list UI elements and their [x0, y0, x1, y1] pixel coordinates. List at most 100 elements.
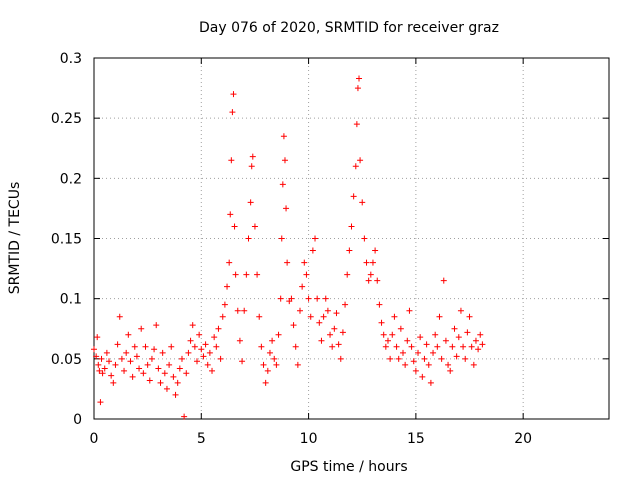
- data-point: [387, 355, 394, 362]
- data-point: [457, 307, 464, 314]
- data-point: [121, 367, 128, 374]
- data-point: [170, 373, 177, 380]
- data-point: [206, 349, 213, 356]
- data-point: [283, 205, 290, 212]
- data-point: [133, 353, 140, 360]
- data-point: [91, 346, 97, 353]
- data-point: [194, 358, 200, 365]
- data-point: [101, 365, 108, 372]
- data-point: [151, 346, 158, 353]
- data-point: [279, 181, 286, 188]
- data-point: [415, 349, 422, 356]
- data-point: [314, 295, 321, 302]
- data-point: [99, 370, 106, 377]
- data-point: [359, 199, 366, 206]
- data-point: [479, 341, 486, 348]
- data-point: [174, 379, 181, 386]
- data-point: [412, 367, 419, 374]
- data-point: [196, 331, 203, 338]
- data-point: [108, 372, 115, 379]
- data-point: [248, 163, 255, 170]
- x-tick-labels: 0 5 10 15 20: [90, 431, 533, 447]
- data-point: [123, 349, 130, 356]
- data-point: [464, 329, 471, 336]
- data-point: [365, 277, 372, 284]
- data-point: [329, 343, 336, 350]
- data-point: [384, 337, 391, 344]
- data-point: [460, 343, 467, 350]
- data-point: [324, 307, 331, 314]
- data-point: [278, 235, 285, 242]
- data-point: [140, 370, 147, 377]
- data-point: [470, 361, 477, 368]
- data-point: [292, 343, 299, 350]
- data-point: [453, 353, 460, 360]
- data-point: [440, 277, 447, 284]
- y-tick-label: 0.3: [60, 51, 82, 67]
- data-point: [290, 322, 297, 329]
- data-point: [316, 319, 323, 326]
- data-point: [382, 343, 389, 350]
- data-point: [118, 355, 125, 362]
- data-point: [236, 337, 243, 344]
- data-point: [155, 365, 162, 372]
- data-point: [183, 370, 190, 377]
- data-point: [266, 349, 273, 356]
- y-tick-label: 0.05: [51, 352, 82, 368]
- data-point: [176, 365, 183, 372]
- data-point: [305, 295, 312, 302]
- data-point: [204, 361, 211, 368]
- data-point: [254, 271, 261, 278]
- data-point: [455, 334, 462, 341]
- y-tick-label: 0.1: [60, 292, 82, 308]
- data-point: [153, 322, 160, 329]
- data-point: [410, 358, 417, 365]
- data-point: [125, 331, 132, 338]
- data-point: [215, 325, 222, 332]
- data-point: [269, 337, 276, 344]
- data-point: [318, 337, 325, 344]
- data-point: [187, 337, 194, 344]
- data-point: [445, 361, 452, 368]
- data-point: [404, 337, 411, 344]
- data-point: [241, 307, 248, 314]
- data-point: [477, 331, 484, 338]
- y-tick-label: 0.25: [51, 111, 82, 127]
- data-point: [275, 331, 282, 338]
- data-point: [168, 343, 175, 350]
- data-point: [198, 346, 205, 353]
- data-point: [202, 341, 209, 348]
- data-point: [243, 271, 250, 278]
- data-point: [256, 313, 263, 320]
- data-point: [393, 343, 400, 350]
- data-point: [96, 367, 103, 374]
- data-point: [110, 379, 117, 386]
- x-tick-label: 5: [197, 431, 206, 447]
- x-tick-label: 0: [90, 431, 99, 447]
- data-point: [114, 341, 121, 348]
- data-point: [333, 310, 340, 317]
- data-point: [438, 355, 445, 362]
- data-point: [322, 295, 329, 302]
- data-point: [395, 355, 402, 362]
- x-tick-label: 10: [300, 431, 318, 447]
- data-point: [372, 247, 379, 254]
- x-tick-label: 20: [514, 431, 532, 447]
- data-point: [281, 157, 288, 164]
- data-point: [211, 334, 218, 341]
- data-point: [277, 295, 284, 302]
- data-point: [406, 307, 413, 314]
- data-point: [402, 361, 409, 368]
- data-point: [249, 153, 256, 160]
- data-point: [185, 349, 192, 356]
- data-point: [423, 341, 430, 348]
- data-point: [376, 301, 383, 308]
- data-point: [331, 325, 338, 332]
- data-point: [264, 367, 271, 374]
- y-tick-label: 0: [73, 412, 82, 428]
- data-point: [161, 370, 168, 377]
- data-point: [116, 313, 123, 320]
- data-point: [260, 361, 267, 368]
- data-point: [93, 353, 100, 360]
